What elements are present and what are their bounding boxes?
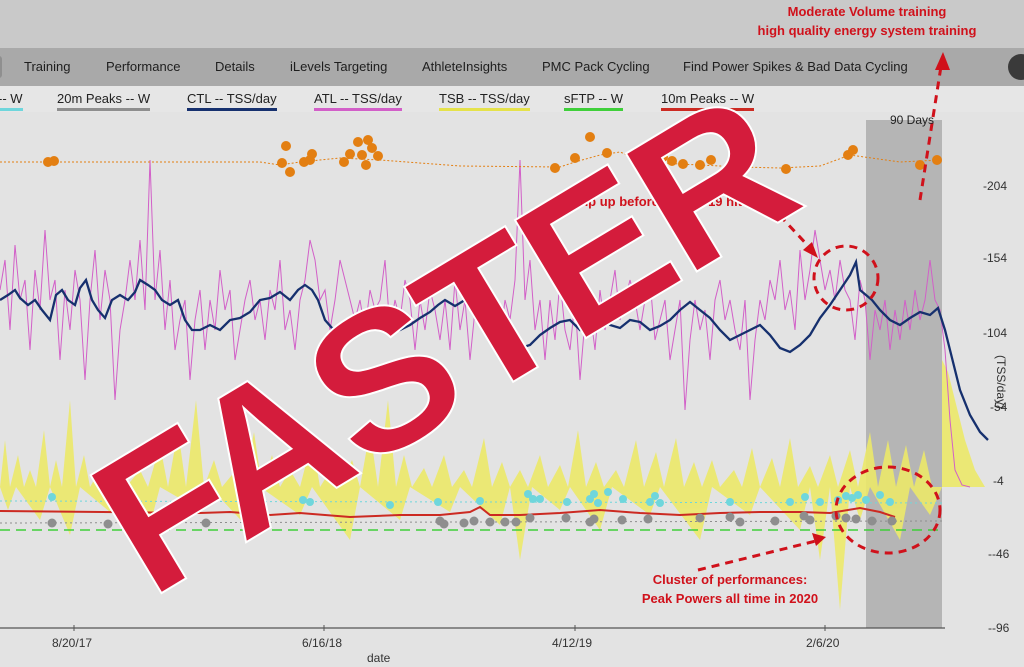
y-tick-minus4: -4 xyxy=(993,474,1004,488)
orange-series-markers xyxy=(43,132,942,177)
x-tick-label: 2/6/20 xyxy=(806,636,840,650)
x-tick-label: 8/20/17 xyxy=(52,636,93,650)
annotation-cluster-line1: Cluster of performances: xyxy=(652,572,808,587)
annotation-ramp: Ramp up before COVID-19 hits xyxy=(560,194,750,209)
cyan-w-markers xyxy=(48,488,894,509)
orange-series-line xyxy=(0,151,941,169)
highlight-range-label: 90 Days xyxy=(890,113,935,127)
window-header xyxy=(0,0,1024,48)
tab-bar: Training Performance Details iLevels Tar… xyxy=(0,48,1024,87)
x-axis-label: date xyxy=(367,651,391,665)
y-tick-minus96: --96 xyxy=(988,621,1010,635)
legend-item-sftp[interactable]: sFTP -- W xyxy=(564,91,623,111)
y-axis-label: (TSS/day) xyxy=(994,355,1008,410)
legend-item-10m-peaks[interactable]: 10m Peaks -- W xyxy=(661,91,755,111)
legend-item-cyan-w[interactable]: -- W xyxy=(0,91,23,111)
y-tick-154: -154 xyxy=(983,251,1008,265)
tab-athleteinsights[interactable]: AthleteInsights xyxy=(422,59,508,74)
y-tick-104: -104 xyxy=(983,326,1008,340)
cyan-w-line xyxy=(0,500,943,504)
tab-performance[interactable]: Performance xyxy=(106,59,181,74)
tab-ilevels-targeting[interactable]: iLevels Targeting xyxy=(290,59,388,74)
annotation-cluster-line2: Peak Powers all time in 2020 xyxy=(641,591,819,606)
tab-details[interactable]: Details xyxy=(215,59,255,74)
tab-scroll-left[interactable] xyxy=(0,56,2,78)
chart-legend: -- W 20m Peaks -- W CTL -- TSS/day ATL -… xyxy=(0,86,1024,112)
y-tick-204: -204 xyxy=(983,179,1008,193)
y-tick-minus46: --46 xyxy=(988,547,1010,561)
x-tick-label: 4/12/19 xyxy=(552,636,593,650)
annotation-top-line2: high quality energy system training xyxy=(757,23,977,38)
annotation-cluster: Cluster of performances: Peak Powers all… xyxy=(600,570,860,608)
10m-peaks-line xyxy=(0,505,896,519)
y-tick-54: -54 xyxy=(990,400,1008,414)
annotation-top-line1: Moderate Volume training xyxy=(787,4,947,19)
legend-item-atl[interactable]: ATL -- TSS/day xyxy=(314,91,402,111)
tab-menu-button[interactable] xyxy=(1008,54,1024,80)
annotation-arrowheads xyxy=(803,52,950,546)
tab-find-power-spikes[interactable]: Find Power Spikes & Bad Data Cycling xyxy=(683,59,908,74)
20m-peaks-markers xyxy=(47,511,897,529)
tab-pmc-pack-cycling[interactable]: PMC Pack Cycling xyxy=(542,59,650,74)
x-tick-label: 6/16/18 xyxy=(302,636,343,650)
highlight-band-90-days xyxy=(866,120,942,628)
tab-training[interactable]: Training xyxy=(24,59,71,74)
ctl-line xyxy=(0,257,989,441)
atl-line xyxy=(0,159,971,488)
legend-item-20m-peaks[interactable]: 20m Peaks -- W xyxy=(57,91,151,111)
legend-item-tsb[interactable]: TSB -- TSS/day xyxy=(439,91,530,111)
annotation-arrows xyxy=(697,59,944,572)
legend-item-ctl[interactable]: CTL -- TSS/day xyxy=(187,91,277,111)
annotation-top: Moderate Volume training high quality en… xyxy=(722,2,1012,40)
